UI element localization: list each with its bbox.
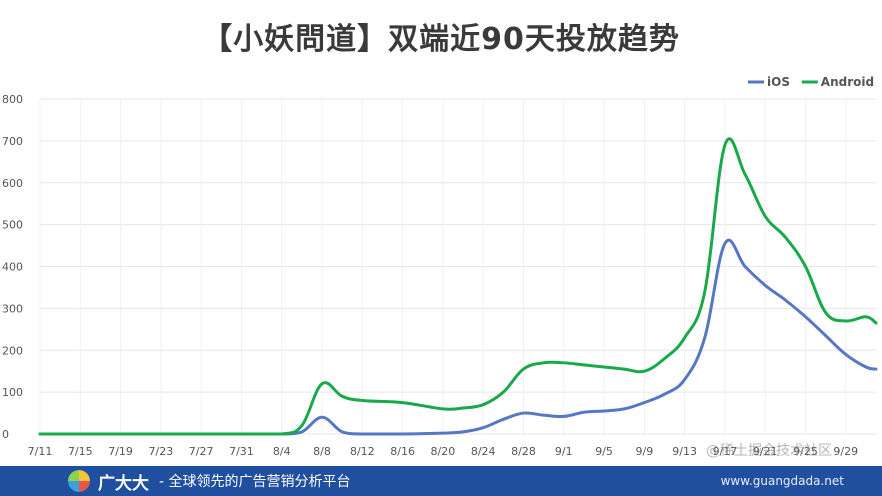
- x-tick-label: 9/25: [793, 445, 818, 458]
- series-line-ios: [38, 238, 878, 436]
- chart-title: 【小妖問道】双端近90天投放趋势: [202, 22, 680, 57]
- site-url[interactable]: www.guangdada.net: [720, 474, 844, 488]
- x-axis-ticks: 7/11 7/15 7/19 7/23 7/27 7/31 8/4 8/8 8/12 8/16 8/…: [28, 445, 858, 458]
- x-tick-label: 7/27: [189, 445, 214, 458]
- x-tick-label: 9/5: [595, 445, 613, 458]
- x-tick-label: 8/16: [390, 445, 415, 458]
- x-tick-label: 8/20: [431, 445, 456, 458]
- x-tick-label: 7/31: [229, 445, 254, 458]
- series-layer: [38, 137, 878, 436]
- y-tick-label: 500: [2, 219, 23, 232]
- x-tick-label: 8/4: [273, 445, 291, 458]
- x-tick-label: 9/29: [833, 445, 858, 458]
- x-tick-label: 7/15: [68, 445, 93, 458]
- y-tick-label: 200: [2, 344, 23, 357]
- brand-slogan: - 全球领先的广告营销分析平台: [159, 474, 351, 490]
- x-tick-label: 7/11: [28, 445, 53, 458]
- brand-logo-icon: [68, 470, 90, 492]
- x-tick-label: 7/19: [108, 445, 133, 458]
- legend-label: iOS: [767, 75, 790, 89]
- x-tick-label: 7/23: [149, 445, 174, 458]
- y-axis-ticks: 0 100 200 300 400 500 600 700 800: [2, 93, 23, 441]
- x-tick-label: 8/28: [511, 445, 536, 458]
- legend: iOS Android: [748, 75, 874, 89]
- y-tick-label: 0: [2, 428, 9, 441]
- x-tick-label: 9/13: [672, 445, 697, 458]
- x-tick-label: 9/9: [635, 445, 653, 458]
- y-tick-label: 400: [2, 261, 23, 274]
- x-tick-label: 8/24: [471, 445, 496, 458]
- y-tick-label: 300: [2, 302, 23, 315]
- footer-bar: 广大大 - 全球领先的广告营销分析平台 www.guangdada.net: [0, 466, 882, 496]
- y-tick-label: 600: [2, 177, 23, 190]
- series-line-android: [38, 137, 878, 436]
- x-tick-label: 8/8: [313, 445, 331, 458]
- y-tick-label: 100: [2, 386, 23, 399]
- x-tick-label: 9/17: [713, 445, 738, 458]
- y-tick-label: 700: [2, 135, 23, 148]
- legend-label: Android: [821, 75, 874, 89]
- watermark: @稀土掘金技术社区: [706, 443, 832, 459]
- x-tick-label: 8/12: [350, 445, 375, 458]
- brand-name: 广大大: [98, 473, 149, 494]
- x-tick-label: 9/21: [753, 445, 778, 458]
- y-tick-label: 800: [2, 93, 23, 106]
- grid-layer: [39, 98, 876, 435]
- x-tick-label: 9/1: [555, 445, 573, 458]
